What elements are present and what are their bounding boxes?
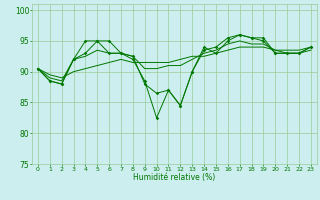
X-axis label: Humidité relative (%): Humidité relative (%)	[133, 173, 216, 182]
